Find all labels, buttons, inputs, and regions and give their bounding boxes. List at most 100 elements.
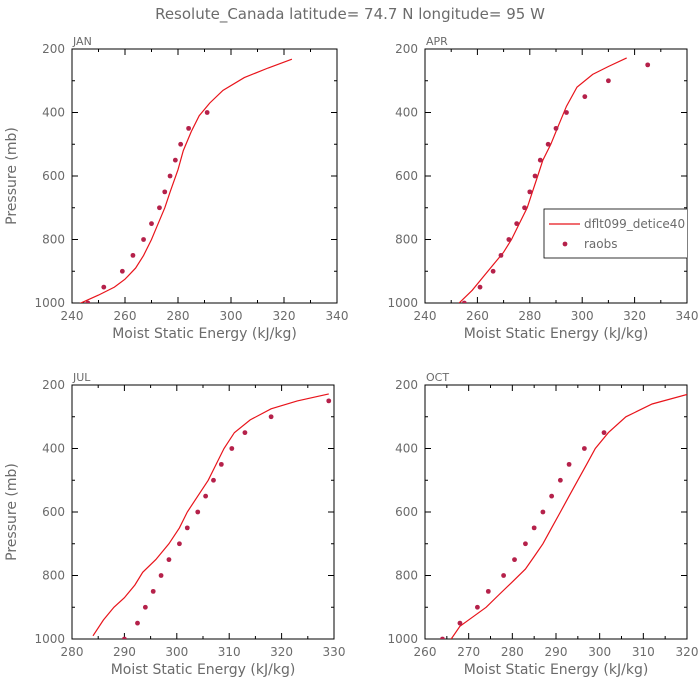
y-tick-label: 800 (42, 233, 65, 247)
y-axis-label: Pressure (mb) (4, 463, 20, 561)
x-tick-label: 290 (113, 645, 136, 659)
raobs-point (506, 237, 512, 242)
raobs-point (172, 157, 178, 163)
panel-label: OCT (426, 371, 449, 384)
y-tick-label: 1000 (34, 632, 65, 646)
x-tick-label: 280 (61, 645, 84, 659)
raobs-point (85, 300, 91, 303)
raobs-point (457, 620, 463, 626)
x-tick-label: 260 (466, 309, 489, 323)
x-tick-label: 300 (165, 645, 188, 659)
x-tick-label: 300 (571, 309, 594, 323)
raobs-point (186, 125, 192, 131)
x-axis-label: Moist Static Energy (kJ/kg) (111, 662, 296, 678)
raobs-point (184, 525, 190, 531)
raobs-point (549, 493, 555, 499)
raobs-point (523, 541, 528, 547)
raobs-point (178, 141, 184, 147)
plot-frame (71, 384, 335, 640)
raobs-point (532, 173, 538, 179)
panel-jan: 240 260 280 300 320 340 200 400 600 800 1000 JAN Moi… (4, 35, 348, 342)
raobs-point (490, 268, 496, 274)
panels: 240 260 280 300 320 340 200 400 600 800 1000 JAN Moi… (4, 35, 698, 678)
raobs-point (326, 398, 332, 404)
y-tick-label: 400 (42, 106, 65, 120)
raobs-point (531, 525, 537, 531)
raobs-point (211, 477, 216, 483)
x-tick-label: 320 (270, 645, 293, 659)
raobs-point (564, 110, 569, 115)
plot-frame (424, 48, 688, 304)
raobs-point (485, 588, 491, 594)
x-tick-label: 280 (167, 309, 190, 323)
y-tick-label: 200 (42, 42, 65, 56)
x-tick-label: 300 (588, 645, 611, 659)
legend-entry-raobs: raobs (584, 237, 618, 251)
model-line (79, 58, 293, 303)
raobs-point (119, 268, 125, 274)
raobs-point (157, 205, 162, 211)
raobs-point (149, 221, 154, 227)
series-group (440, 393, 687, 639)
raobs-point (166, 557, 172, 563)
y-tick-label: 800 (42, 569, 65, 583)
legend-entry-model: dflt099_detice40 (584, 217, 685, 231)
panel-label: APR (426, 35, 448, 48)
model-line (458, 57, 627, 303)
x-tick-label: 340 (676, 309, 699, 323)
raobs-point (606, 78, 611, 84)
x-tick-label: 280 (501, 645, 524, 659)
raobs-point (581, 446, 587, 451)
raobs-point (135, 620, 140, 626)
raobs-point (582, 94, 588, 100)
y-tick-label: 200 (395, 378, 418, 392)
x-tick-label: 260 (114, 309, 137, 323)
x-tick-label: 310 (218, 645, 241, 659)
raobs-point (461, 300, 467, 303)
raobs-point (101, 284, 107, 290)
y-tick-label: 1000 (34, 296, 65, 310)
raobs-point (242, 430, 248, 436)
y-tick-label: 600 (42, 505, 65, 519)
x-axis-label: Moist Static Energy (kJ/kg) (112, 326, 297, 342)
y-tick-label: 200 (42, 378, 65, 392)
y-tick-label: 600 (395, 505, 418, 519)
raobs-point (141, 237, 146, 242)
series-group (458, 57, 651, 303)
x-axis-label: Moist Static Energy (kJ/kg) (464, 326, 649, 342)
raobs-point (545, 141, 551, 147)
x-tick-label: 240 (61, 309, 84, 323)
raobs-point (177, 541, 182, 547)
raobs-point (218, 461, 224, 467)
x-tick-label: 270 (457, 645, 480, 659)
raobs-point (162, 189, 168, 195)
x-tick-label: 330 (323, 645, 346, 659)
raobs-point (158, 573, 164, 578)
raobs-point (553, 125, 559, 131)
panel-apr: 240 260 280 300 320 340 200 400 600 800 1000 APR Moi… (387, 35, 698, 342)
x-tick-label: 240 (414, 309, 437, 323)
y-tick-label: 400 (395, 106, 418, 120)
raobs-point (477, 284, 483, 290)
raobs-point (514, 221, 520, 227)
raobs-point (204, 110, 210, 115)
raobs-point (195, 509, 201, 515)
legend-marker-swatch (562, 241, 568, 247)
panel-oct: 260 270 280 290 300 310 320 200 400 600 800 1000 OCT… (387, 371, 698, 678)
raobs-point (167, 173, 173, 179)
x-tick-label: 320 (623, 309, 646, 323)
y-tick-label: 400 (395, 442, 418, 456)
raobs-point (229, 446, 235, 451)
raobs-point (150, 588, 156, 594)
raobs-point (645, 62, 651, 68)
x-tick-label: 300 (220, 309, 243, 323)
y-tick-label: 1000 (387, 632, 418, 646)
y-tick-label: 400 (42, 442, 65, 456)
x-tick-label: 260 (414, 645, 437, 659)
raobs-point (522, 205, 527, 211)
raobs-point (203, 493, 209, 499)
x-tick-label: 280 (518, 309, 541, 323)
raobs-point (475, 604, 480, 610)
raobs-point (142, 604, 148, 610)
